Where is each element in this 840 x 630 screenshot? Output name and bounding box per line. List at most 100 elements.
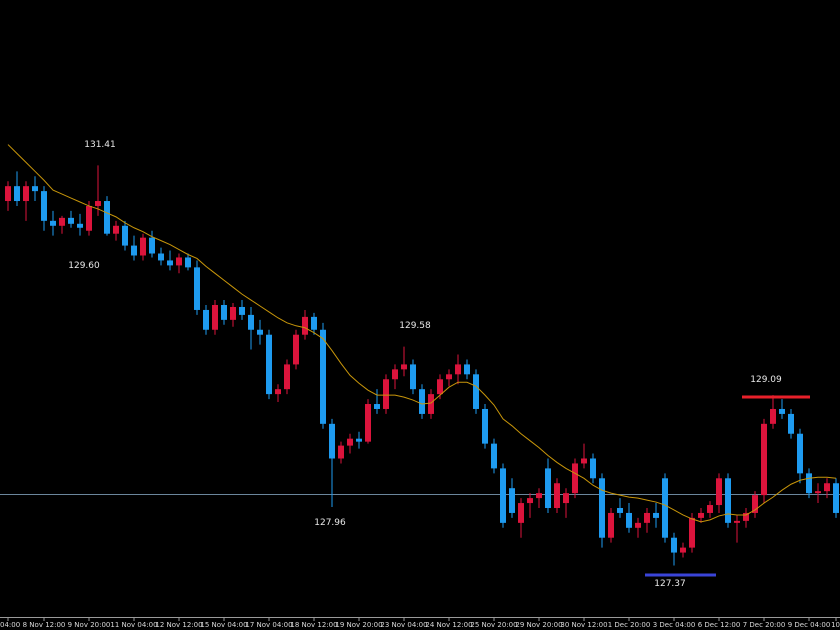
candle-body (302, 316, 308, 335)
candle-body (752, 495, 758, 513)
candle-body (140, 237, 146, 256)
x-tick-label: 15 Nov 04:00 (200, 621, 247, 629)
candle-body (104, 201, 110, 234)
candle-body (806, 473, 812, 494)
x-tick-label: 23 Nov 04:00 (380, 621, 427, 629)
candle-body (50, 220, 56, 226)
candle-body (635, 522, 641, 528)
candle-body (608, 512, 614, 538)
candle-body (770, 408, 776, 424)
candle-body (662, 478, 668, 538)
candle-body (419, 389, 425, 414)
candle-body (86, 205, 92, 231)
candle-body (383, 379, 389, 409)
x-tick-label: 29 Nov 20:00 (515, 621, 562, 629)
candle-body (761, 423, 767, 496)
x-tick-label: 7 Dec 20:00 (743, 621, 786, 629)
candle-body (572, 463, 578, 494)
x-tick-label: 17 Nov 04:00 (245, 621, 292, 629)
candle-body (221, 305, 227, 320)
candle-body (563, 493, 569, 504)
annotation: 131.41 (84, 140, 116, 150)
candle-body (797, 433, 803, 474)
candle-body (194, 267, 200, 310)
candle-body (329, 423, 335, 459)
candle-body (284, 364, 290, 390)
candle-body (509, 488, 515, 513)
candle-body (680, 547, 686, 553)
candle-body (338, 445, 344, 459)
annotation: 129.60 (68, 261, 100, 271)
candle-body (230, 306, 236, 320)
candle-body (743, 512, 749, 521)
candle-body (374, 404, 380, 409)
candle-body (815, 491, 821, 494)
candle-body (410, 364, 416, 390)
x-tick-label: 9 Nov 20:00 (68, 621, 111, 629)
annotation: 129.58 (399, 321, 431, 331)
x-tick-label: 18 Nov 12:00 (290, 621, 337, 629)
x-tick-label: 3 Dec 04:00 (653, 621, 696, 629)
candle-body (311, 316, 317, 330)
annotation: 127.37 (654, 579, 686, 589)
candle-body (293, 334, 299, 365)
candle-body (356, 438, 362, 442)
candle-body (392, 369, 398, 380)
candle-body (536, 493, 542, 499)
candle-body (68, 217, 74, 224)
candle-body (14, 186, 20, 202)
annotation: 129.09 (750, 375, 782, 385)
candle-body (23, 186, 29, 202)
candle-body (689, 517, 695, 548)
x-tick-label: 11 Nov 04:00 (110, 621, 157, 629)
x-tick-label: 1 Dec 20:00 (608, 621, 651, 629)
candle-body (275, 389, 281, 395)
candle-body (626, 512, 632, 528)
candle-body (518, 503, 524, 523)
candle-body (257, 329, 263, 335)
x-tick-label: 30 Nov 12:00 (560, 621, 607, 629)
candle-body (788, 413, 794, 434)
candle-body (824, 483, 830, 492)
candle-body (707, 505, 713, 513)
x-tick-label: 6 Dec 12:00 (698, 621, 741, 629)
candle-body (77, 223, 83, 228)
candle-body (482, 408, 488, 444)
x-tick-label: 19 Nov 20:00 (335, 621, 382, 629)
candle-body (446, 374, 452, 380)
candle-body (167, 260, 173, 266)
candle-body (95, 201, 101, 206)
candle-body (5, 186, 11, 202)
candle-body (725, 478, 731, 523)
x-tick-label: 24 Nov 12:00 (425, 621, 472, 629)
candle-body (113, 225, 119, 234)
candle-body (437, 379, 443, 395)
candle-body (500, 468, 506, 523)
candle-body (590, 458, 596, 479)
candle-body (491, 443, 497, 469)
x-tick-label: 8 Nov 12:00 (23, 621, 66, 629)
candle-body (320, 329, 326, 424)
candle-body (248, 314, 254, 330)
x-tick-label: 04:00 (0, 621, 20, 629)
candle-body (365, 404, 371, 442)
candle-body (473, 374, 479, 409)
candle-body (833, 483, 839, 513)
candle-body (554, 483, 560, 509)
candle-body (671, 537, 677, 553)
candle-body (653, 512, 659, 518)
x-tick-label: 12 Nov 12:00 (155, 621, 202, 629)
x-tick-label: 10 (831, 621, 840, 629)
candle-body (527, 498, 533, 504)
candle-body (158, 253, 164, 261)
candle-body (779, 408, 785, 414)
candle-body (464, 364, 470, 375)
annotation: 127.96 (314, 518, 346, 528)
candle-body (545, 468, 551, 509)
candle-body (41, 191, 47, 221)
candle-body (32, 186, 38, 192)
candle-body (581, 458, 587, 464)
